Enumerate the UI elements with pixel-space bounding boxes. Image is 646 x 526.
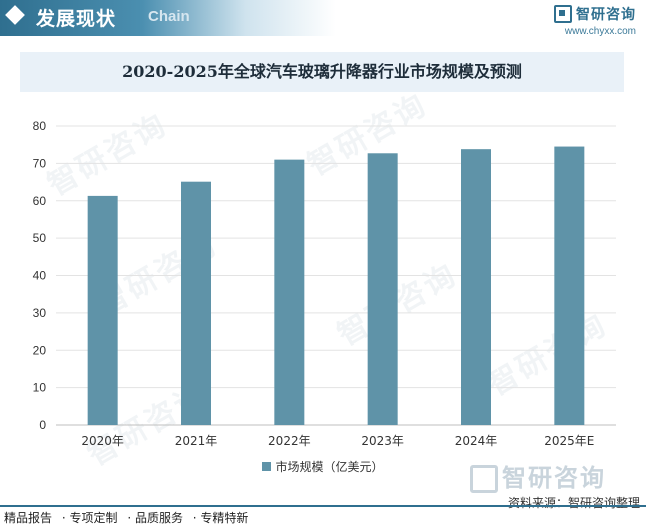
brand-logo-icon <box>554 4 572 23</box>
y-tick-label: 80 <box>33 119 47 133</box>
watermark-brand: 智研咨询 <box>470 458 606 493</box>
x-tick-label: 2021年 <box>175 434 218 448</box>
watermark-brand-text: 智研咨询 <box>502 464 606 492</box>
footer-tag: · 专项定制 <box>61 511 118 525</box>
footer-tag: · 专精特新 <box>192 511 249 525</box>
footer-tags: 精品报告 · 专项定制 · 品质服务 · 专精特新 <box>4 509 254 526</box>
section-title: 发展现状 <box>36 8 117 30</box>
x-tick-label: 2023年 <box>361 434 404 448</box>
footer-tag: 精品报告 <box>4 511 53 525</box>
x-tick-label: 2024年 <box>455 434 498 448</box>
brand-name: 智研咨询 <box>576 6 636 23</box>
grid-lines <box>56 125 616 426</box>
legend: 市场规模（亿美元） <box>0 458 646 475</box>
bar <box>554 146 585 425</box>
y-tick-label: 50 <box>33 231 47 245</box>
y-tick-label: 30 <box>33 306 47 320</box>
chart-title-bar: 2020-2025年全球汽车玻璃升降器行业市场规模及预测 <box>20 52 624 92</box>
legend-swatch <box>262 462 272 471</box>
x-axis-ticks: 2020年 2021年 2022年 2023年 2024年 2025年E <box>81 434 594 448</box>
bar <box>87 195 118 425</box>
y-axis-ticks: 0 10 20 30 40 50 60 70 80 <box>33 119 47 432</box>
bars <box>87 146 585 426</box>
bar <box>181 181 211 425</box>
section-subtitle: Chain <box>148 8 190 25</box>
watermark-logo-icon <box>470 465 498 493</box>
legend-label: 市场规模（亿美元） <box>275 460 384 474</box>
x-tick-label: 2022年 <box>268 434 311 448</box>
y-tick-label: 60 <box>33 194 47 208</box>
footer: 精品报告 · 专项定制 · 品质服务 · 专精特新 <box>0 505 646 526</box>
y-tick-label: 70 <box>33 156 47 170</box>
x-tick-label: 2025年E <box>544 434 594 448</box>
footer-divider <box>0 505 646 507</box>
brand-url: www.chyxx.com <box>564 25 636 37</box>
y-tick-label: 40 <box>33 269 47 283</box>
bar <box>367 153 398 425</box>
header-band: 发展现状 Chain <box>0 0 646 36</box>
y-tick-label: 20 <box>33 343 47 357</box>
y-tick-label: 0 <box>39 418 46 432</box>
bar <box>461 149 491 426</box>
brand: 智研咨询 www.chyxx.com <box>554 3 636 37</box>
bar <box>274 159 305 425</box>
chart-title: 2020-2025年全球汽车玻璃升降器行业市场规模及预测 <box>122 62 522 81</box>
y-tick-label: 10 <box>33 381 47 395</box>
footer-tag: · 品质服务 <box>127 511 183 525</box>
x-tick-label: 2020年 <box>81 434 124 448</box>
